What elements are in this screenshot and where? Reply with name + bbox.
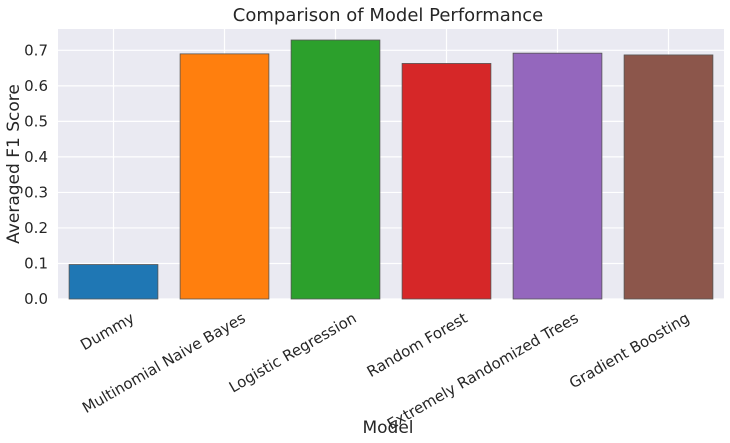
- x-tick-label: Dummy: [77, 309, 137, 354]
- x-tick-label: Random Forest: [364, 309, 471, 381]
- bars: [68, 39, 714, 300]
- y-tick-label: 0.0: [24, 290, 48, 308]
- bar-random-forest: [401, 63, 492, 300]
- y-tick-labels: 0.0 0.1 0.2 0.3 0.4 0.5 0.6 0.7: [24, 41, 48, 308]
- bar-extremely-randomized-trees: [512, 52, 603, 300]
- y-tick-label: 0.2: [24, 219, 48, 237]
- x-tick-label: Extremely Randomized Trees: [384, 309, 582, 434]
- y-tick-label: 0.5: [24, 112, 48, 130]
- y-tick-label: 0.3: [24, 183, 48, 201]
- x-tick-label: Gradient Boosting: [566, 309, 692, 392]
- y-tick-label: 0.7: [24, 41, 48, 59]
- bar-logistic-regression: [290, 39, 381, 300]
- y-tick-label: 0.6: [24, 77, 48, 95]
- plot-area: [58, 29, 724, 299]
- x-axis-label: Model: [362, 418, 413, 438]
- y-tick-label: 0.1: [24, 254, 48, 272]
- bar-dummy: [68, 264, 159, 300]
- bar-gradient-boosting: [623, 54, 714, 300]
- y-axis-label: Averaged F1 Score: [4, 84, 24, 244]
- chart-title: Comparison of Model Performance: [233, 5, 543, 26]
- y-tick-label: 0.4: [24, 148, 48, 166]
- bar-multinomial-naive-bayes: [179, 53, 270, 300]
